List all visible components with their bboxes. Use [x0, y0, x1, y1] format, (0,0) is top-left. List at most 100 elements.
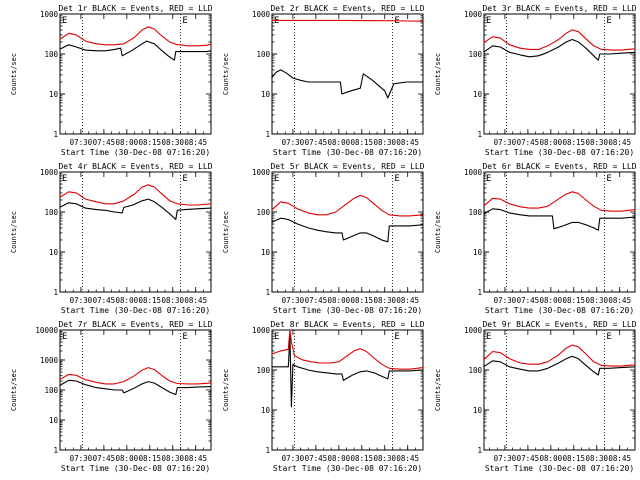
x-tick-label: 08:15 — [562, 138, 585, 147]
x-tick-label: 08:15 — [562, 296, 585, 305]
y-tick-label: 100 — [44, 50, 58, 59]
plot-frame — [59, 13, 212, 135]
interval-marker-label: E — [182, 16, 187, 26]
x-axis-label: Start Time (30-Dec-08 07:16:20) — [485, 148, 634, 157]
y-axis-label: Counts/sec — [10, 53, 18, 95]
x-tick-label: 07:45 — [305, 454, 328, 463]
y-tick-label: 100 — [44, 208, 58, 217]
x-tick-label: 07:45 — [93, 296, 116, 305]
interval-marker-label: E — [182, 332, 187, 342]
x-axis-label: Start Time (30-Dec-08 07:16:20) — [273, 306, 422, 315]
x-tick-label: 08:30 — [161, 296, 184, 305]
y-tick-label: 100 — [468, 366, 482, 375]
y-tick-label: 10 — [261, 406, 271, 415]
panel-title: Det 1r BLACK = Events, RED = LLD — [58, 4, 212, 13]
x-tick-label: 07:45 — [517, 138, 540, 147]
y-tick-label: 1000 — [252, 10, 271, 19]
y-axis-label: Counts/sec — [10, 369, 18, 411]
y-tick-label: 10 — [473, 90, 483, 99]
x-axis-label: Start Time (30-Dec-08 07:16:20) — [61, 306, 210, 315]
x-tick-label: 07:30 — [282, 296, 305, 305]
x-tick-label: 08:45 — [608, 296, 631, 305]
panel-title: Det 5r BLACK = Events, RED = LLD — [270, 162, 424, 171]
x-tick-label: 07:45 — [93, 138, 116, 147]
x-tick-label: 08:45 — [396, 454, 419, 463]
events-series-line — [59, 40, 212, 61]
y-axis-label: Counts/sec — [434, 211, 442, 253]
x-tick-label: 08:30 — [585, 454, 608, 463]
lld-series-line — [483, 191, 636, 212]
x-tick-label: 08:00 — [540, 454, 563, 463]
lld-series-line — [59, 367, 212, 385]
y-axis-label: Counts/sec — [222, 369, 230, 411]
lld-series-line — [271, 19, 424, 22]
detector-panel-2: Det 2r BLACK = Events, RED = LLD 1 10 100 10… — [222, 4, 425, 157]
events-series-line — [483, 355, 636, 376]
x-tick-label: 07:30 — [494, 454, 517, 463]
y-tick-label: 10 — [49, 416, 59, 425]
x-tick-label: 08:30 — [161, 454, 184, 463]
plot-frame — [483, 329, 636, 451]
detector-panel-3: Det 3r BLACK = Events, RED = LLD 1 10 100 10… — [434, 4, 637, 157]
x-tick-label: 07:45 — [517, 296, 540, 305]
x-tick-label: 07:45 — [517, 454, 540, 463]
interval-marker-label: E — [394, 332, 399, 342]
x-tick-label: 08:00 — [116, 454, 139, 463]
x-tick-label: 08:00 — [116, 138, 139, 147]
y-tick-label: 10 — [49, 90, 59, 99]
detector-panel-9: Det 9r BLACK = Events, RED = LLD 1 10 100 10… — [434, 320, 637, 473]
panel-title: Det 3r BLACK = Events, RED = LLD — [482, 4, 636, 13]
x-tick-label: 08:00 — [328, 138, 351, 147]
interval-marker-label: E — [486, 16, 491, 26]
x-tick-label: 08:15 — [350, 454, 373, 463]
interval-marker-label: E — [606, 16, 611, 26]
y-tick-label: 1 — [477, 288, 482, 297]
x-tick-label: 08:15 — [562, 454, 585, 463]
lld-series-line — [483, 29, 636, 51]
x-tick-label: 08:45 — [184, 138, 207, 147]
plot-frame — [271, 171, 424, 293]
interval-marker-label: E — [486, 332, 491, 342]
y-tick-label: 10 — [473, 248, 483, 257]
x-tick-label: 08:30 — [161, 138, 184, 147]
y-tick-label: 1000 — [464, 168, 483, 177]
x-tick-label: 08:30 — [373, 296, 396, 305]
y-tick-label: 100 — [256, 208, 270, 217]
x-tick-label: 08:00 — [328, 454, 351, 463]
x-tick-label: 08:00 — [540, 296, 563, 305]
x-axis-label: Start Time (30-Dec-08 07:16:20) — [61, 464, 210, 473]
plot-frame — [483, 13, 636, 135]
detector-panel-6: Det 6r BLACK = Events, RED = LLD 1 10 100 10… — [434, 162, 637, 315]
panel-title: Det 2r BLACK = Events, RED = LLD — [270, 4, 424, 13]
x-tick-label: 08:45 — [608, 454, 631, 463]
y-tick-label: 100 — [256, 50, 270, 59]
y-tick-label: 1000 — [40, 168, 59, 177]
detector-panel-4: Det 4r BLACK = Events, RED = LLD 1 10 100 10… — [10, 162, 213, 315]
y-tick-label: 1 — [265, 130, 270, 139]
y-tick-label: 100 — [468, 208, 482, 217]
panel-title: Det 4r BLACK = Events, RED = LLD — [58, 162, 212, 171]
x-tick-label: 07:30 — [494, 138, 517, 147]
panel-title: Det 6r BLACK = Events, RED = LLD — [482, 162, 636, 171]
y-axis-label: Counts/sec — [222, 211, 230, 253]
y-tick-label: 1000 — [40, 356, 59, 365]
y-tick-label: 1000 — [252, 326, 271, 335]
plot-frame — [59, 171, 212, 293]
x-tick-label: 07:30 — [70, 138, 93, 147]
x-tick-label: 08:15 — [350, 138, 373, 147]
interval-marker-label: E — [606, 332, 611, 342]
x-tick-label: 08:30 — [373, 138, 396, 147]
interval-marker-label: E — [62, 16, 67, 26]
y-tick-label: 1 — [53, 130, 58, 139]
x-axis-label: Start Time (30-Dec-08 07:16:20) — [273, 148, 422, 157]
x-tick-label: 08:00 — [328, 296, 351, 305]
x-tick-label: 07:45 — [305, 296, 328, 305]
x-axis-label: Start Time (30-Dec-08 07:16:20) — [485, 464, 634, 473]
x-tick-label: 08:00 — [116, 296, 139, 305]
y-axis-label: Counts/sec — [434, 53, 442, 95]
y-tick-label: 1000 — [464, 10, 483, 19]
x-tick-label: 07:30 — [282, 454, 305, 463]
y-tick-label: 100 — [256, 366, 270, 375]
detector-panel-7: Det 7r BLACK = Events, RED = LLD 1 10 100 10… — [10, 320, 213, 473]
events-series-line — [271, 335, 424, 408]
